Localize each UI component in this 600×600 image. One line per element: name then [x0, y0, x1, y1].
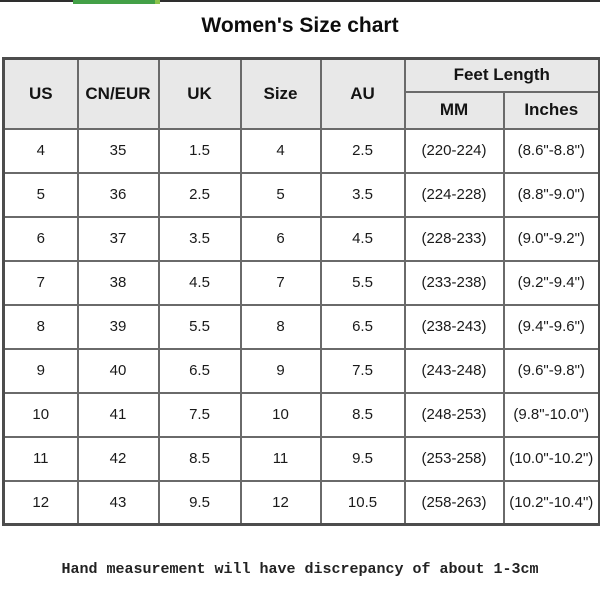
- col-header-au: AU: [319, 57, 406, 130]
- table-cell: (10.0"-10.2"): [502, 435, 600, 482]
- table-cell: (253-258): [403, 435, 505, 482]
- table-cell: (224-228): [403, 171, 505, 218]
- table-cell: 6: [2, 215, 79, 262]
- table-cell: 10: [239, 391, 322, 438]
- col-header-us: US: [2, 57, 79, 130]
- size-chart-table: US CN/EUR UK Size AU Feet Length MM Inch…: [2, 57, 600, 526]
- table-row: 9 40 6.5 9 7.5 (243-248) (9.6"-9.8"): [2, 347, 600, 394]
- table-row: 12 43 9.5 12 10.5 (258-263) (10.2"-10.4"…: [2, 479, 600, 526]
- table-cell: 10: [2, 391, 79, 438]
- table-cell: 8.5: [157, 435, 242, 482]
- table-cell: 2.5: [157, 171, 242, 218]
- table-header: US CN/EUR UK Size AU Feet Length MM Inch…: [2, 57, 600, 130]
- page-title: Women's Size chart: [201, 14, 399, 37]
- table-cell: 5.5: [319, 259, 406, 306]
- table-cell: 12: [239, 479, 322, 526]
- table-cell: (220-224): [403, 127, 505, 174]
- table-row: 5 36 2.5 5 3.5 (224-228) (8.8"-9.0"): [2, 171, 600, 218]
- table-cell: 9.5: [319, 435, 406, 482]
- table-row: 11 42 8.5 11 9.5 (253-258) (10.0"-10.2"): [2, 435, 600, 482]
- table-cell: 40: [76, 347, 160, 394]
- table-cell: 1.5: [157, 127, 242, 174]
- table-cell: (9.6"-9.8"): [502, 347, 600, 394]
- top-divider-line: [0, 0, 600, 2]
- table-cell: (248-253): [403, 391, 505, 438]
- table-cell: (8.8"-9.0"): [502, 171, 600, 218]
- table-cell: 4.5: [157, 259, 242, 306]
- table-cell: 43: [76, 479, 160, 526]
- table-cell: 3.5: [319, 171, 406, 218]
- green-accent-bar: [73, 0, 159, 4]
- col-header-cn-eur: CN/EUR: [76, 57, 160, 130]
- table-row: 7 38 4.5 7 5.5 (233-238) (9.2"-9.4"): [2, 259, 600, 306]
- table-cell: (9.4"-9.6"): [502, 303, 600, 350]
- header-row-main: US CN/EUR UK Size AU Feet Length: [2, 57, 600, 130]
- table-cell: (8.6"-8.8"): [502, 127, 600, 174]
- table-cell: (233-238): [403, 259, 505, 306]
- table-cell: 4.5: [319, 215, 406, 262]
- table-cell: 41: [76, 391, 160, 438]
- table-cell: 42: [76, 435, 160, 482]
- table-cell: (258-263): [403, 479, 505, 526]
- table-cell: (9.8"-10.0"): [502, 391, 600, 438]
- header-row-sub: MM Inches: [4, 90, 600, 130]
- table-cell: 6.5: [157, 347, 242, 394]
- col-header-inches: Inches: [502, 90, 600, 130]
- table-cell: 7.5: [319, 347, 406, 394]
- measurement-disclaimer: Hand measurement will have discrepancy o…: [61, 561, 539, 578]
- table-cell: 12: [2, 479, 79, 526]
- table-cell: 7: [239, 259, 322, 306]
- table-cell: 35: [76, 127, 160, 174]
- table-cell: 8: [2, 303, 79, 350]
- table-cell: 4: [239, 127, 322, 174]
- table-cell: 5.5: [157, 303, 242, 350]
- table-cell: 6.5: [319, 303, 406, 350]
- table-body: 4 35 1.5 4 2.5 (220-224) (8.6"-8.8") 5 3…: [2, 127, 600, 526]
- table-cell: (243-248): [403, 347, 505, 394]
- col-header-mm: MM: [403, 90, 505, 130]
- table-cell: 8.5: [319, 391, 406, 438]
- table-row: 8 39 5.5 8 6.5 (238-243) (9.4"-9.6"): [2, 303, 600, 350]
- table-cell: 5: [239, 171, 322, 218]
- table-cell: 2.5: [319, 127, 406, 174]
- table-cell: 7: [2, 259, 79, 306]
- table-cell: 8: [239, 303, 322, 350]
- table-cell: 11: [239, 435, 322, 482]
- table-cell: (10.2"-10.4"): [502, 479, 600, 526]
- table-cell: 36: [76, 171, 160, 218]
- col-group-header-feet-length: Feet Length: [403, 57, 600, 93]
- table-cell: 4: [2, 127, 79, 174]
- table-cell: 7.5: [157, 391, 242, 438]
- table-cell: 6: [239, 215, 322, 262]
- table-cell: 39: [76, 303, 160, 350]
- table-cell: (228-233): [403, 215, 505, 262]
- table-cell: 38: [76, 259, 160, 306]
- table-cell: (9.2"-9.4"): [502, 259, 600, 306]
- table-row: 6 37 3.5 6 4.5 (228-233) (9.0"-9.2"): [2, 215, 600, 262]
- table-cell: 9: [239, 347, 322, 394]
- table-cell: 9.5: [157, 479, 242, 526]
- table-cell: 37: [76, 215, 160, 262]
- table-cell: 9: [2, 347, 79, 394]
- col-header-size: Size: [239, 57, 322, 130]
- table-cell: (9.0"-9.2"): [502, 215, 600, 262]
- table-cell: 3.5: [157, 215, 242, 262]
- table-cell: 10.5: [319, 479, 406, 526]
- table-cell: 11: [2, 435, 79, 482]
- table-row: 4 35 1.5 4 2.5 (220-224) (8.6"-8.8"): [2, 127, 600, 174]
- table-cell: (238-243): [403, 303, 505, 350]
- col-header-uk: UK: [157, 57, 242, 130]
- table-cell: 5: [2, 171, 79, 218]
- table-row: 10 41 7.5 10 8.5 (248-253) (9.8"-10.0"): [2, 391, 600, 438]
- green-accent-tip: [155, 0, 160, 4]
